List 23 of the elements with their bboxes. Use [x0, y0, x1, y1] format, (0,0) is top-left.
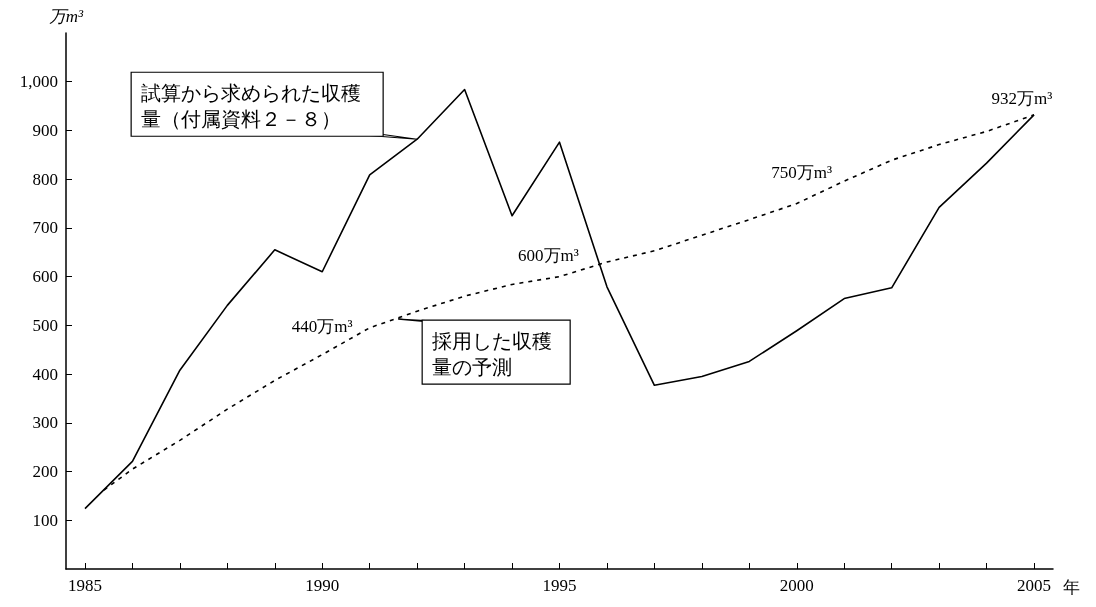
y-tick-label: 600: [32, 267, 58, 287]
x-tick-label: 2005: [1017, 576, 1052, 595]
y-tick-label: 700: [32, 218, 58, 238]
y-tick-label: 500: [32, 315, 58, 335]
x-axis-title: 年: [1063, 578, 1080, 597]
annotation: 932万m³: [991, 89, 1053, 109]
y-tick-label: 1,000: [19, 72, 58, 92]
y-tick-label: 900: [32, 120, 58, 140]
y-axis-title: 万m³: [48, 7, 85, 26]
y-tick-label: 200: [32, 462, 58, 482]
annotation: 試算から求められた収穫量（付属資料２－８）: [141, 82, 362, 131]
y-tick-label: 800: [32, 169, 58, 189]
y-tick-label: 100: [32, 510, 58, 530]
x-tick-label: 2000: [779, 576, 814, 595]
annotation: 750万m³: [771, 163, 833, 183]
y-tick-label: 400: [32, 364, 58, 384]
y-tick-label: 300: [32, 413, 58, 433]
annotation: 採用した収穫量の予測: [432, 330, 553, 379]
x-tick-label: 1990: [305, 576, 340, 595]
annotation: 440万m³: [291, 317, 353, 337]
x-tick-label: 1995: [542, 576, 577, 595]
annotation: 600万m³: [518, 246, 579, 266]
x-tick-label: 1985: [67, 576, 102, 595]
